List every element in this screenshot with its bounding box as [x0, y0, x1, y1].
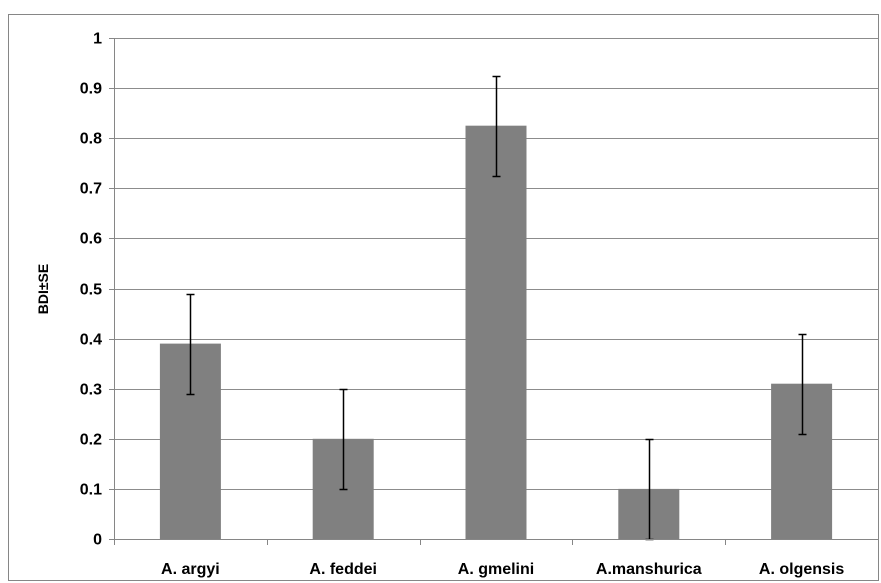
x-tick-label: A.manshurica: [596, 561, 702, 578]
error-bars: [186, 75, 807, 541]
y-tick-label: 0.1: [80, 482, 102, 499]
y-tick-label: 0: [93, 532, 102, 549]
y-tick-label: 0.7: [80, 181, 102, 198]
chart-border: [8, 14, 879, 581]
x-tick-label: A. olgensis: [759, 561, 844, 578]
y-tick-label: 0.4: [80, 332, 102, 349]
y-tick-label: 0.2: [80, 432, 102, 449]
y-axis-title: BDI±SE: [35, 264, 51, 314]
bar: [465, 125, 527, 540]
x-tick-label: A. argyi: [161, 561, 220, 578]
y-tick-label: 0.8: [80, 131, 102, 148]
axes: [109, 38, 879, 545]
x-tick-labels: A. argyi A. feddei A. gmelini A.manshurica A…: [161, 561, 844, 578]
x-tick-label: A. feddei: [309, 561, 377, 578]
y-tick-label: 0.5: [80, 282, 102, 299]
bar: [771, 383, 833, 539]
y-tick-label: 0.6: [80, 231, 102, 248]
y-tick-label: 1: [93, 31, 102, 48]
y-tick-label: 0.9: [80, 81, 102, 98]
y-tick-label: 0.3: [80, 382, 102, 399]
y-tick-labels: 0 0.1 0.2 0.3 0.4 0.5 0.6 0.7 0.8 0.9 1: [80, 31, 102, 549]
x-tick-label: A. gmelini: [458, 561, 534, 578]
